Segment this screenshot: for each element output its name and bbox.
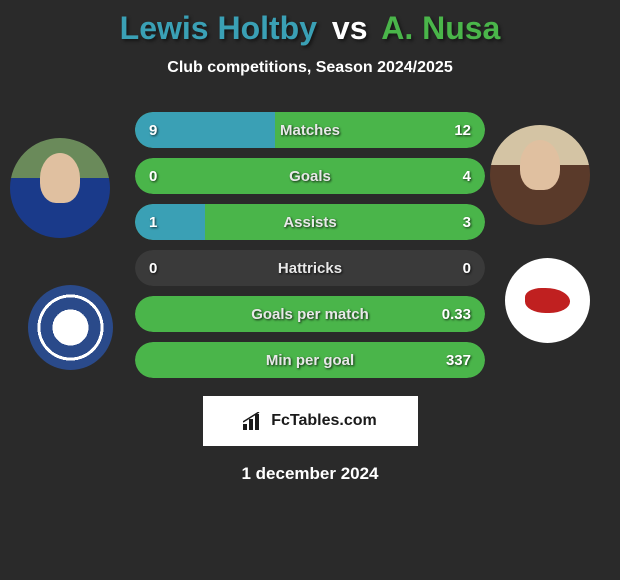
stat-right-value: 12	[421, 122, 471, 139]
stat-right-value: 337	[421, 352, 471, 369]
stat-pill: 9Matches12	[135, 112, 485, 148]
stat-pill: Min per goal337	[135, 342, 485, 378]
stat-right-value: 0.33	[421, 306, 471, 323]
player1-name: Lewis Holtby	[120, 10, 317, 46]
stat-pill: 1Assists3	[135, 204, 485, 240]
date-text: 1 december 2024	[0, 464, 620, 484]
brand-text: FcTables.com	[271, 412, 377, 430]
stat-right-value: 3	[421, 214, 471, 231]
stat-right-value: 0	[421, 260, 471, 277]
player1-club-logo	[28, 285, 113, 370]
subtitle: Club competitions, Season 2024/2025	[0, 59, 620, 77]
stat-pill: 0Hattricks0	[135, 250, 485, 286]
vs-text: vs	[332, 10, 368, 46]
player2-name: A. Nusa	[381, 10, 500, 46]
brand-icon	[243, 412, 265, 430]
stat-right-value: 4	[421, 168, 471, 185]
stats-container: 9Matches12 0Goals4 1Assists3 0Hattricks0 Goa…	[135, 112, 485, 378]
stat-pill: Goals per match0.33	[135, 296, 485, 332]
stat-pill: 0Goals4	[135, 158, 485, 194]
player2-avatar	[490, 125, 590, 225]
brand-badge: FcTables.com	[203, 396, 418, 446]
comparison-title: Lewis Holtby vs A. Nusa	[0, 10, 620, 47]
player1-avatar	[10, 138, 110, 238]
player2-club-logo	[505, 258, 590, 343]
